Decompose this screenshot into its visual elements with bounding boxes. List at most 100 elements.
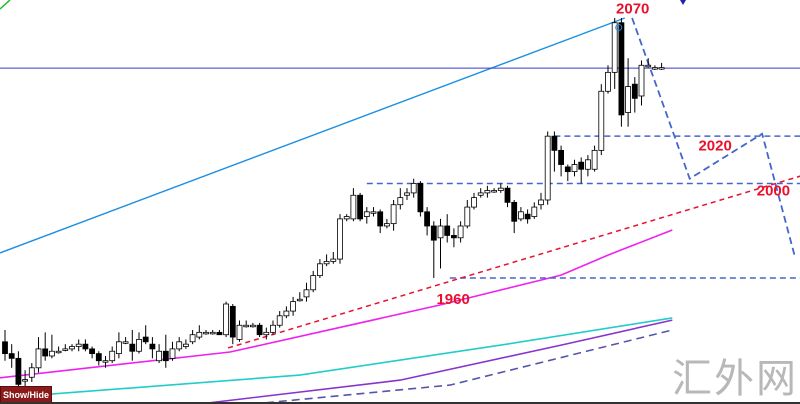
candle-body-bull [249, 324, 256, 328]
candle [102, 355, 109, 368]
price-label: 2000 [757, 182, 790, 199]
candle [551, 131, 558, 172]
candle [89, 346, 95, 359]
candle-body-bear [631, 83, 638, 99]
candle-body-bull [203, 331, 209, 335]
moving-average-line-3 [252, 329, 673, 404]
price-label: 2020 [698, 137, 731, 154]
candle-body-bull [350, 194, 357, 220]
show-hide-button[interactable]: Show/Hide [0, 386, 52, 404]
candle-body-bull [169, 348, 176, 359]
candle-body-bull [645, 64, 652, 68]
candle [129, 329, 136, 361]
candle [55, 346, 62, 354]
candle [189, 329, 196, 345]
candle [457, 221, 464, 243]
candle [558, 145, 564, 177]
candle [477, 188, 484, 198]
candle [256, 322, 263, 338]
candle-body-bull [189, 334, 196, 343]
candle [49, 334, 55, 359]
candle [618, 18, 625, 127]
candle [136, 332, 142, 354]
candle-body-bull [136, 339, 142, 352]
candle [377, 209, 384, 234]
candle-body-bull [571, 164, 578, 173]
candle-body-bull [544, 135, 551, 201]
candle-body-bull [310, 275, 317, 291]
candle-body-bear [578, 161, 585, 170]
candle-body-bull [585, 159, 591, 170]
candle-body-bear [162, 350, 169, 362]
candle [296, 292, 303, 302]
candle-body-bear [564, 166, 571, 173]
candle [69, 344, 75, 352]
candle [491, 188, 498, 193]
candle-body-bull [484, 190, 491, 194]
candle-body-bull [28, 367, 35, 378]
candle-body-bull [457, 225, 464, 239]
candle-body-bull [263, 331, 270, 336]
candle-body-bull [116, 341, 122, 355]
candle [564, 164, 571, 182]
candle [216, 329, 223, 336]
candle [223, 301, 230, 338]
watermark-logo: 汇外网 [672, 356, 798, 402]
candle-body-bull [109, 350, 116, 362]
candle [370, 207, 377, 217]
arrow-marker-icon [680, 0, 686, 5]
candle [390, 199, 397, 231]
candle [591, 145, 598, 172]
candle-body-bull [652, 67, 658, 70]
candle-body-bull [337, 218, 343, 260]
candle [249, 322, 256, 328]
candle [524, 209, 531, 224]
candle-body-bull [296, 298, 303, 302]
candle [203, 329, 209, 335]
candle-body-bear [15, 357, 22, 385]
price-label: 1960 [436, 291, 469, 308]
candle-body-bear [444, 225, 451, 236]
candle-body-bull [182, 343, 189, 347]
candle-body-bear [216, 331, 223, 336]
candle-body-bull [410, 183, 417, 194]
candle [605, 65, 611, 94]
candle [28, 363, 35, 382]
candle-body-bull [270, 324, 276, 333]
candle-body-bull [49, 350, 55, 357]
candle [162, 334, 169, 368]
candle-body-bear [377, 211, 384, 227]
candle-body-bull [156, 350, 163, 362]
candle [95, 351, 102, 366]
candle [330, 251, 337, 264]
candle-body-bear [504, 187, 511, 203]
blue-trendline [0, 17, 625, 254]
candle-body-bull [276, 315, 283, 326]
candle [303, 282, 310, 302]
candle [578, 157, 585, 184]
candle [62, 344, 69, 352]
candle-body-bear [142, 336, 149, 343]
candle-body-bull [383, 223, 390, 227]
candle [42, 332, 49, 361]
candle-body-bull [55, 350, 62, 354]
candle [196, 325, 203, 340]
candle-body-bull [605, 71, 611, 92]
candle-body-bull [518, 211, 524, 220]
price-label: 2070 [616, 0, 649, 17]
candle-body-bull [497, 187, 504, 191]
candle-body-bull [62, 348, 69, 351]
candle [15, 351, 22, 392]
candle-body-bull [611, 22, 618, 73]
candle-body-bull [437, 225, 444, 239]
candle-body-bear [82, 343, 89, 350]
candle [350, 188, 357, 222]
candle [424, 207, 431, 236]
candle [109, 346, 116, 364]
candle [464, 199, 471, 229]
candle [8, 344, 15, 368]
candle-body-bull [69, 346, 75, 350]
candle [156, 344, 163, 364]
